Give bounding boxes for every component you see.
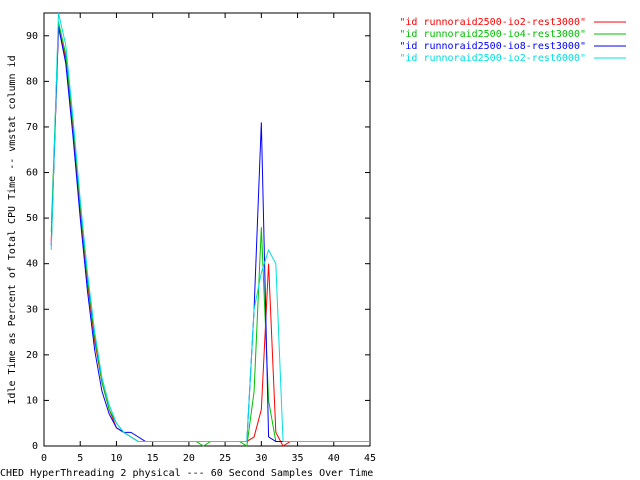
legend-label: "id runnoraid2500-io2-rest3000" [399, 17, 586, 28]
x-tick-label: 20 [183, 453, 195, 464]
x-tick-label: 45 [364, 453, 376, 464]
x-tick-label: 10 [110, 453, 122, 464]
y-tick-label: 90 [26, 31, 38, 42]
y-axis-label: Idle Time as Percent of Total CPU Time -… [7, 55, 18, 404]
legend-label: "id runnoraid2500-io8-rest3000" [399, 41, 586, 52]
x-tick-label: 0 [41, 453, 47, 464]
x-tick-label: 40 [328, 453, 340, 464]
plot-border [43, 12, 371, 447]
y-tick-label: 20 [26, 350, 38, 361]
y-tick-label: 50 [26, 213, 38, 224]
y-tick-label: 80 [26, 76, 38, 87]
y-tick-label: 70 [26, 122, 38, 133]
legend-label: "id runnoraid2500-io4-rest3000" [399, 29, 586, 40]
y-tick-label: 40 [26, 259, 38, 270]
y-tick-label: 30 [26, 304, 38, 315]
legend-label: "id runnoraid2500-io2-rest6000" [399, 53, 586, 64]
data-line [50, 26, 370, 442]
data-line [50, 22, 370, 447]
x-axis-label: CHED HyperThreading 2 physical --- 60 Se… [0, 468, 373, 479]
x-tick-label: 15 [147, 453, 159, 464]
x-tick-label: 35 [292, 453, 304, 464]
data-line [50, 12, 370, 442]
x-tick-label: 30 [255, 453, 267, 464]
y-tick-label: 60 [26, 168, 38, 179]
x-tick-label: 25 [219, 453, 231, 464]
y-tick-label: 0 [32, 441, 38, 452]
y-tick-label: 10 [26, 395, 38, 406]
data-line [50, 26, 370, 447]
x-tick-label: 5 [77, 453, 83, 464]
